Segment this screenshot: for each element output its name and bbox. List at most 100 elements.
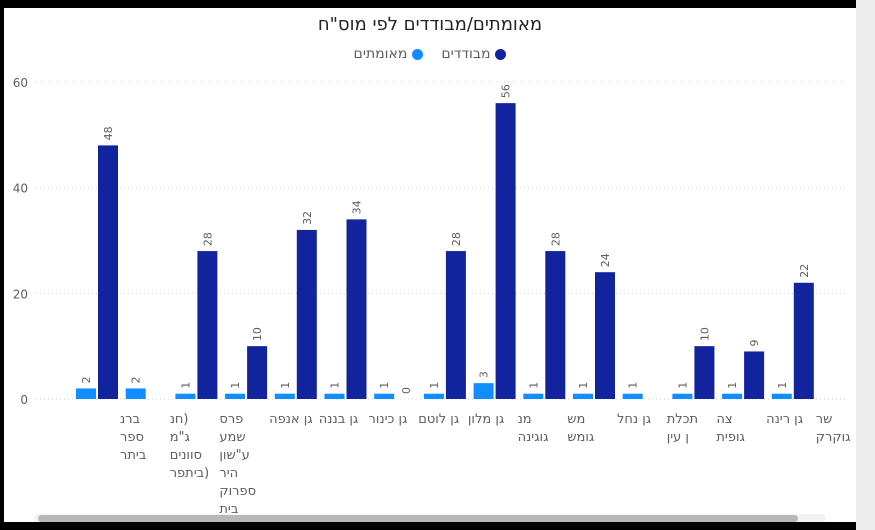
bar-confirmed [672, 393, 693, 399]
data-label: 34 [351, 200, 364, 214]
data-label: 3 [478, 371, 491, 378]
data-label: 1 [179, 382, 192, 389]
x-tick-label: גן נחל [617, 412, 651, 427]
bar-confirmed [473, 383, 494, 399]
x-tick-label: ספר [120, 430, 144, 445]
bar-confirmed [423, 393, 444, 399]
bar-isolated [793, 282, 814, 399]
bar-isolated [197, 251, 218, 399]
legend-item-confirmed[interactable]: מאומתים [354, 46, 424, 62]
data-label: 1 [726, 382, 739, 389]
data-label: 1 [577, 382, 590, 389]
legend-label-isolated: מבודדים [441, 46, 491, 62]
x-tick-label: תכלת [667, 412, 698, 427]
bar-isolated [694, 346, 715, 399]
data-label: 1 [527, 382, 540, 389]
x-tick-label: מש [567, 412, 585, 427]
data-label: 0 [400, 387, 413, 394]
x-tick-label: סוונים [170, 448, 202, 463]
legend-item-isolated[interactable]: מבודדים [441, 46, 507, 62]
bar-confirmed [175, 393, 196, 399]
horizontal-scrollbar-thumb[interactable] [38, 515, 798, 522]
bar-confirmed [622, 393, 643, 399]
bar-isolated [545, 251, 566, 399]
x-tick-label: מנ [518, 412, 532, 427]
bar-isolated [495, 103, 516, 399]
data-label: 24 [599, 253, 612, 267]
bar-confirmed [771, 393, 792, 399]
y-tick-label: 40 [13, 182, 28, 196]
x-tick-label: שר [816, 412, 833, 427]
bar-confirmed [76, 388, 96, 399]
data-label: 9 [748, 339, 761, 346]
x-tick-label: גוגינה [518, 430, 549, 445]
bar-confirmed [125, 388, 146, 399]
data-label: 1 [428, 382, 441, 389]
bar-isolated [346, 219, 367, 399]
chart-title: מאומתים/מבודדים לפי מוס"ח [317, 14, 543, 35]
bar-confirmed [274, 393, 295, 399]
bar-isolated [296, 229, 317, 399]
bar-isolated [744, 351, 765, 399]
bar-confirmed [722, 393, 743, 399]
x-tick-label: גופית [716, 430, 744, 445]
bar-confirmed [573, 393, 593, 399]
x-tick-label: צה [716, 412, 732, 427]
data-label: 2 [80, 376, 93, 383]
x-tick-label: ג"מ [170, 430, 190, 445]
data-label: 1 [329, 382, 342, 389]
chart-panel: מאומתים/מבודדים לפי מוס"ח מבודדים מאומתי… [4, 6, 856, 522]
x-tick-label: גן לוטם [418, 412, 459, 427]
x-tick-label: גן רינה [766, 412, 803, 427]
x-tick-label: (ביתפר [170, 466, 210, 481]
x-tick-label: גומש [567, 430, 594, 445]
right-edge-strip [856, 0, 875, 530]
bar-confirmed [523, 393, 544, 399]
bar-confirmed [225, 393, 246, 399]
data-label: 28 [549, 232, 562, 246]
bar-isolated [445, 251, 466, 399]
x-tick-label: ספרוק [219, 484, 256, 499]
x-tick-label: היר [219, 466, 238, 481]
data-label: 1 [378, 382, 391, 389]
x-tick-label: שמע [219, 430, 245, 445]
chart-legend[interactable]: מבודדים מאומתים [4, 46, 856, 62]
bar-isolated [98, 145, 118, 399]
x-tick-label: ברנ [120, 412, 140, 427]
data-label: 1 [676, 382, 689, 389]
data-label: 2 [130, 376, 143, 383]
legend-label-confirmed: מאומתים [353, 46, 408, 62]
data-label: 28 [201, 232, 214, 246]
x-tick-label: גוקרק [816, 430, 851, 445]
data-label: 22 [798, 264, 811, 278]
data-label: 1 [776, 382, 789, 389]
legend-dot-confirmed [412, 48, 424, 60]
x-tick-label: גן בננה [319, 412, 358, 427]
x-tick-label: בית [219, 502, 238, 517]
data-label: 28 [450, 232, 463, 246]
legend-dot-isolated [495, 48, 507, 60]
x-tick-label: (חנ [170, 412, 189, 427]
data-label: 1 [229, 382, 242, 389]
x-tick-label: ן עין [667, 430, 689, 445]
x-tick-label: גן מלון [468, 412, 504, 427]
bar-confirmed [324, 393, 345, 399]
data-label: 32 [301, 211, 314, 225]
data-label: 10 [698, 327, 711, 341]
data-label: 1 [627, 382, 640, 389]
bar-confirmed [374, 393, 395, 399]
x-tick-label: פרס [219, 412, 243, 427]
bar-isolated [595, 272, 615, 399]
y-tick-label: 20 [13, 287, 28, 301]
data-label: 48 [102, 126, 115, 140]
y-tick-label: 0 [20, 393, 28, 407]
y-tick-label: 60 [13, 76, 28, 90]
x-tick-label: ע"שון [219, 448, 249, 463]
x-tick-label: גן אנפה [269, 412, 313, 427]
bar-isolated [247, 346, 268, 399]
data-label: 1 [279, 382, 292, 389]
x-tick-label: גן כינור [369, 412, 408, 427]
data-label: 56 [500, 84, 513, 98]
data-label: 10 [251, 327, 264, 341]
